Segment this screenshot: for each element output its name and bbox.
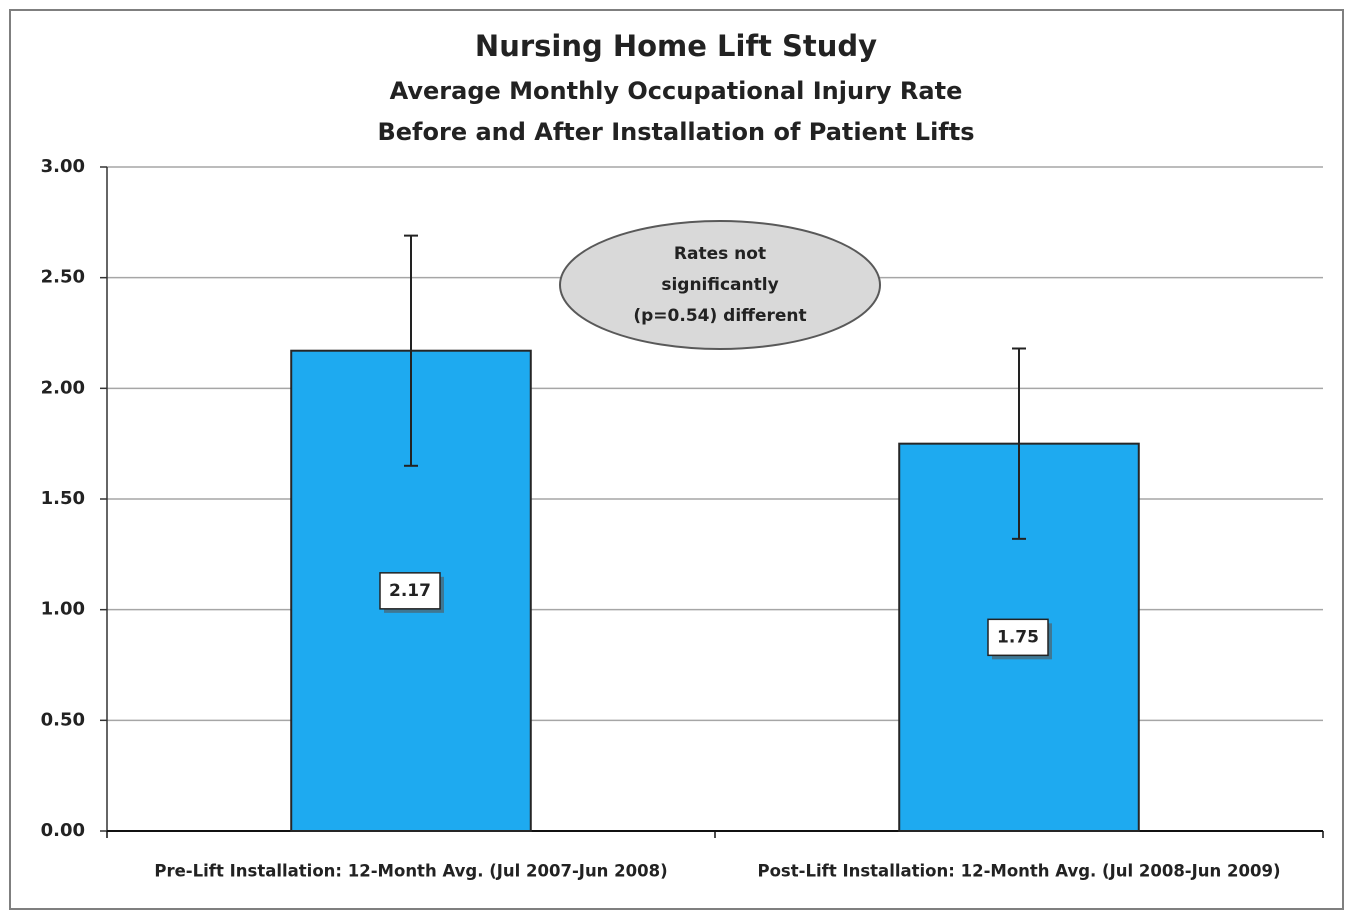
annotation-ellipse bbox=[559, 220, 881, 350]
y-tick-label: 3.00 bbox=[41, 156, 85, 177]
plot-area: 0.00 0.50 1.00 1.50 2.00 2.50 3.00 Pre-Lift Ins… bbox=[41, 156, 1324, 881]
annotation-text: (p=0.54) different bbox=[633, 306, 806, 326]
chart-title: Nursing Home Lift Study bbox=[475, 29, 877, 63]
y-tick-label: 2.50 bbox=[41, 267, 85, 288]
y-tick-label: 2.00 bbox=[41, 377, 85, 398]
chart-subtitle: Average Monthly Occupational Injury Rate bbox=[390, 77, 963, 105]
y-tick-label: 0.50 bbox=[41, 709, 85, 730]
error-bar bbox=[1012, 347, 1026, 540]
x-tick-label: Pre-Lift Installation: 12-Month Avg. (Ju… bbox=[154, 862, 667, 881]
error-bar bbox=[404, 234, 418, 467]
y-tick-label: 1.00 bbox=[41, 599, 85, 620]
annotation-text: Rates not bbox=[674, 244, 766, 264]
chart-subtitle: Before and After Installation of Patient… bbox=[377, 118, 974, 146]
y-tick-label: 1.50 bbox=[41, 488, 85, 509]
x-tick-label: Post-Lift Installation: 12-Month Avg. (J… bbox=[758, 862, 1281, 881]
value-label-box bbox=[987, 618, 1049, 657]
value-label: 2.17 bbox=[389, 581, 431, 601]
value-label-box bbox=[379, 572, 441, 610]
value-label: 1.75 bbox=[997, 627, 1039, 647]
annotation: Rates not significantly (p=0.54) differe… bbox=[559, 220, 881, 350]
y-tick-label: 0.00 bbox=[41, 820, 85, 841]
annotation-text: significantly bbox=[661, 275, 778, 295]
